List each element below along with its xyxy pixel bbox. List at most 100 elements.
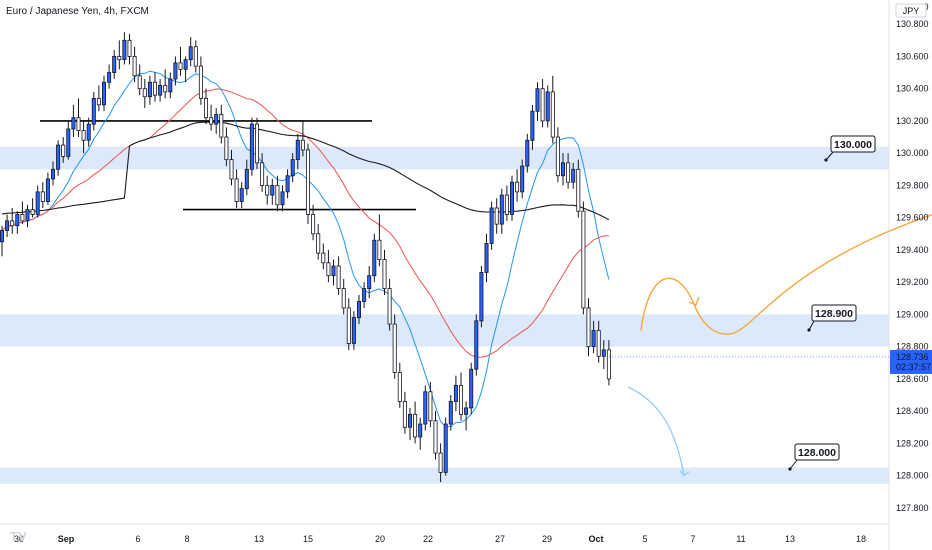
candle-body-up xyxy=(535,88,540,112)
tag-box xyxy=(811,304,857,322)
candle-body-up xyxy=(71,117,76,130)
candle xyxy=(40,182,45,208)
resistance-zone-130-tag[interactable]: 130.000 xyxy=(824,135,876,162)
zone-tags-layer[interactable]: 130.000 128.900 128.000 xyxy=(788,135,876,471)
tag-pointer xyxy=(825,151,834,161)
candle-body-down xyxy=(142,88,147,98)
candle xyxy=(56,140,61,176)
candle-body-up xyxy=(270,185,275,196)
price-tick-label: 128.800 xyxy=(896,342,929,352)
candle-body-down xyxy=(311,214,316,235)
candle-body-up xyxy=(499,194,504,225)
support-zone-128-tag[interactable]: 128.000 xyxy=(788,443,840,471)
candle-body-down xyxy=(219,114,224,138)
ma-slow-line xyxy=(1,121,610,221)
candle-body-down xyxy=(224,136,229,161)
candle-body-up xyxy=(372,239,377,277)
candle-body-down xyxy=(606,349,611,380)
candle xyxy=(418,417,423,450)
candle-body-up xyxy=(147,81,152,98)
time-tick-label: 20 xyxy=(375,534,385,544)
candle xyxy=(351,311,356,350)
candle xyxy=(260,153,265,192)
candle-body-up xyxy=(158,85,163,96)
candle-body-up xyxy=(214,114,219,125)
projections-layer xyxy=(627,214,932,477)
candle xyxy=(509,175,514,221)
candle xyxy=(520,159,525,199)
candle xyxy=(107,64,112,89)
candle-body-down xyxy=(300,139,305,151)
candle xyxy=(458,372,463,421)
candle xyxy=(280,185,285,212)
candle xyxy=(443,417,448,476)
projection-orange-path xyxy=(640,214,932,335)
candle-body-down xyxy=(198,65,203,99)
candle xyxy=(356,295,361,325)
candle-body-up xyxy=(448,401,453,425)
candle-body-up xyxy=(122,39,127,61)
candle xyxy=(249,117,254,176)
candle-body-down xyxy=(275,185,280,206)
tradingview-logo-icon[interactable]: TV xyxy=(8,524,27,544)
price-tick-label: 128.200 xyxy=(896,438,929,448)
price-tick-label: 129.000 xyxy=(896,309,929,319)
candle-body-down xyxy=(117,56,122,61)
svg-text:TV: TV xyxy=(10,529,27,544)
candle-body-down xyxy=(203,97,208,119)
candle-body-down xyxy=(413,413,418,438)
candle-body-down xyxy=(260,162,265,186)
candle-body-up xyxy=(561,162,566,177)
candle-body-up xyxy=(453,384,458,402)
candle-body-down xyxy=(504,194,509,215)
price-tick-label: 128.000 xyxy=(896,471,929,481)
tag-label: 130.000 xyxy=(834,139,872,151)
candle xyxy=(367,266,372,299)
candle xyxy=(316,224,321,260)
projection-blue-path xyxy=(627,386,685,476)
candle-body-down xyxy=(428,391,433,422)
candle xyxy=(311,204,316,241)
time-axis[interactable]: 30 Sep 6 8 13 15 20 22 27 29 Oct 5 7 11 13 18 xyxy=(14,534,866,544)
time-tick-label: 13 xyxy=(785,534,795,544)
candle xyxy=(86,117,91,147)
candle-body-up xyxy=(15,214,20,227)
candle-body-up xyxy=(601,349,606,357)
price-axis[interactable]: 130.800 130.600 130.400 130.200 130.000 129.8… xyxy=(896,2,929,513)
candle xyxy=(448,395,453,431)
candle-body-up xyxy=(45,178,50,202)
candle-body-up xyxy=(56,144,61,170)
candle xyxy=(489,201,494,250)
candle-body-up xyxy=(591,330,596,348)
candle xyxy=(10,207,15,234)
candle-body-up xyxy=(423,391,428,425)
candle xyxy=(91,91,96,131)
candle xyxy=(494,198,499,234)
time-tick-label: 22 xyxy=(423,534,433,544)
currency-button[interactable]: JPY xyxy=(895,3,927,18)
candle xyxy=(372,233,377,283)
candle-body-down xyxy=(10,220,15,227)
tag-anchor xyxy=(807,328,811,332)
current-price-countdown: 02:37:57 xyxy=(896,362,931,372)
candle xyxy=(25,204,30,228)
candle xyxy=(234,169,239,208)
candle-body-down xyxy=(458,384,463,415)
candle-body-up xyxy=(474,320,479,370)
candle xyxy=(132,46,137,83)
candle-body-down xyxy=(402,401,407,428)
candle xyxy=(515,169,520,202)
candle xyxy=(239,182,244,208)
candle-body-down xyxy=(178,62,183,70)
tag-anchor xyxy=(788,467,792,471)
candle-body-down xyxy=(137,75,142,90)
candle xyxy=(397,362,402,408)
candle xyxy=(540,79,545,128)
candle-body-up xyxy=(25,209,30,222)
candle-body-down xyxy=(254,123,259,164)
candle-body-up xyxy=(362,288,367,302)
zone-128-9-tag[interactable]: 128.900 xyxy=(807,304,857,332)
candle xyxy=(117,40,122,70)
candle-body-up xyxy=(469,368,474,409)
